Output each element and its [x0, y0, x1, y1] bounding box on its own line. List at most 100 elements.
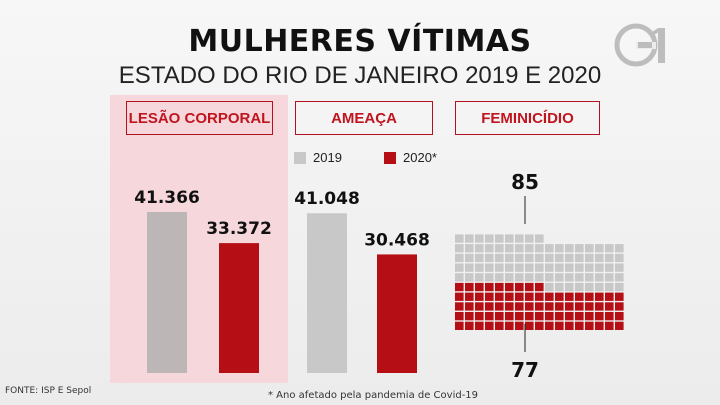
waffle-cell-2019	[455, 253, 464, 263]
waffle-cell-2020	[565, 321, 574, 330]
waffle-cell-2019	[545, 273, 554, 282]
legend-item-2020: 2020*	[384, 150, 437, 165]
waffle-cell-2019	[475, 253, 484, 263]
legend-label-2019: 2019	[313, 150, 342, 165]
waffle-cell-2019	[465, 263, 474, 272]
chart-subtitle: ESTADO DO RIO DE JANEIRO 2019 E 2020	[118, 62, 602, 89]
waffle-cell-2019	[515, 263, 524, 272]
waffle-cell-2020	[475, 312, 484, 321]
waffle-cell-2019	[555, 244, 564, 253]
waffle-cell-2020	[565, 292, 574, 301]
waffle-cell-2020	[465, 312, 474, 321]
waffle-cell-2019	[505, 273, 514, 282]
waffle-cell-2019	[525, 244, 534, 253]
waffle-cell-2019	[535, 263, 544, 272]
waffle-cell-2020	[585, 292, 594, 301]
waffle-cell-2019	[615, 282, 624, 292]
waffle-cell-2019	[575, 282, 584, 292]
waffle-cell-2019	[615, 253, 624, 263]
waffle-cell-2019	[555, 253, 564, 263]
covid-footnote: * Ano afetado pela pandemia de Covid-19	[268, 390, 479, 401]
waffle-cell-2020	[485, 282, 494, 292]
waffle-cell-2019	[595, 273, 604, 282]
waffle-cell-2019	[535, 244, 544, 253]
waffle-cell-2020	[595, 312, 604, 321]
waffle-cell-2020	[545, 302, 554, 311]
waffle-cell-2019	[495, 263, 504, 272]
waffle-cell-2019	[575, 253, 584, 263]
waffle-cell-2020	[555, 292, 564, 301]
waffle-label-2020: 77	[511, 358, 539, 382]
bar-value-label: 33.372	[206, 219, 272, 239]
waffle-cell-2019	[545, 253, 554, 263]
waffle-cell-2020	[495, 292, 504, 301]
waffle-cell-2020	[525, 302, 534, 311]
waffle-cell-2020	[615, 321, 624, 330]
waffle-cell-2020	[495, 302, 504, 311]
waffle-cell-2020	[525, 282, 534, 292]
waffle-cell-2020	[495, 312, 504, 321]
waffle-cell-2019	[495, 234, 504, 243]
waffle-cell-2020	[525, 292, 534, 301]
bar-lesao-2019	[147, 212, 187, 373]
waffle-cell-2020	[605, 292, 614, 301]
bar-value-label: 30.468	[364, 230, 430, 250]
waffle-cell-2020	[605, 302, 614, 311]
waffle-cell-2019	[525, 273, 534, 282]
waffle-cell-2019	[545, 282, 554, 292]
legend-label-2020: 2020*	[403, 150, 437, 165]
waffle-cell-2020	[475, 292, 484, 301]
waffle-cell-2020	[455, 321, 464, 330]
waffle-cell-2020	[475, 321, 484, 330]
waffle-cell-2019	[495, 273, 504, 282]
waffle-cell-2020	[575, 312, 584, 321]
waffle-cell-2020	[585, 321, 594, 330]
tab-ameaca[interactable]: AMEAÇA	[295, 101, 433, 135]
waffle-cell-2019	[465, 253, 474, 263]
waffle-cell-2020	[515, 282, 524, 292]
bar-value-label: 41.366	[134, 188, 200, 208]
waffle-cell-2019	[485, 234, 494, 243]
waffle-cell-2019	[585, 282, 594, 292]
waffle-label-2019: 85	[511, 170, 539, 194]
waffle-cell-2019	[595, 253, 604, 263]
waffle-cell-2020	[455, 302, 464, 311]
waffle-cell-2020	[545, 292, 554, 301]
waffle-cell-2020	[495, 282, 504, 292]
waffle-cell-2019	[495, 253, 504, 263]
waffle-cell-2020	[595, 302, 604, 311]
waffle-cell-2019	[465, 273, 474, 282]
waffle-cell-2020	[505, 302, 514, 311]
waffle-cell-2020	[615, 312, 624, 321]
waffle-cell-2019	[505, 234, 514, 243]
waffle-cell-2020	[465, 302, 474, 311]
waffle-cell-2020	[465, 292, 474, 301]
waffle-cell-2020	[515, 312, 524, 321]
waffle-cell-2019	[555, 282, 564, 292]
waffle-cell-2020	[485, 292, 494, 301]
waffle-cell-2019	[455, 244, 464, 253]
waffle-cell-2020	[525, 321, 534, 330]
waffle-cell-2020	[475, 302, 484, 311]
waffle-cell-2019	[485, 253, 494, 263]
waffle-cell-2020	[515, 292, 524, 301]
bar-ameaca-2020	[377, 254, 417, 373]
waffle-cell-2019	[525, 263, 534, 272]
waffle-cell-2019	[515, 253, 524, 263]
waffle-cell-2020	[555, 312, 564, 321]
waffle-cell-2019	[615, 273, 624, 282]
waffle-cell-2019	[575, 273, 584, 282]
waffle-cell-2019	[595, 244, 604, 253]
tab-feminicidio[interactable]: FEMINICÍDIO	[455, 101, 600, 135]
waffle-cell-2020	[455, 312, 464, 321]
waffle-cell-2019	[475, 244, 484, 253]
waffle-cell-2020	[465, 321, 474, 330]
waffle-cell-2020	[555, 321, 564, 330]
waffle-cell-2019	[485, 263, 494, 272]
waffle-cell-2020	[505, 321, 514, 330]
tab-lesao-corporal[interactable]: LESÃO CORPORAL	[126, 101, 273, 135]
waffle-cell-2019	[585, 273, 594, 282]
waffle-cell-2020	[515, 302, 524, 311]
waffle-cell-2020	[485, 302, 494, 311]
